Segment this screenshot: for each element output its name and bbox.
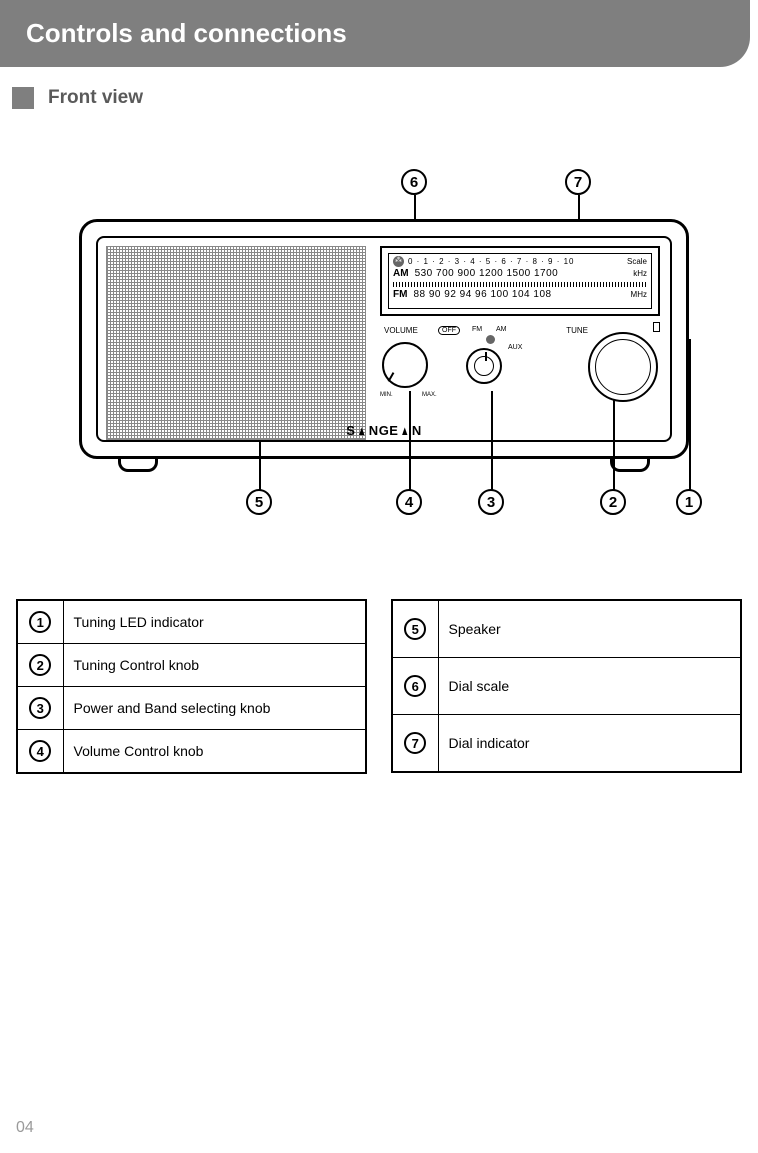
tune-label: TUNE — [566, 326, 588, 335]
am-unit: kHz — [633, 268, 647, 279]
table-row: 5 Speaker — [392, 600, 741, 658]
am-band-label: AM — [393, 267, 409, 281]
lead-4 — [409, 391, 411, 491]
band-selector-knob — [466, 348, 502, 384]
front-view-diagram: 6 7 ⁂ 0 · 1 · 2 · 3 · 4 · 5 · 6 · 7 · 8 … — [29, 179, 729, 549]
callout-6: 6 — [401, 169, 427, 195]
part-number: 2 — [29, 654, 51, 676]
off-label: OFF — [438, 326, 460, 335]
radio-body: ⁂ 0 · 1 · 2 · 3 · 4 · 5 · 6 · 7 · 8 · 9 … — [79, 219, 689, 459]
table-row: 3 Power and Band selecting knob — [17, 687, 366, 730]
table-row: 7 Dial indicator — [392, 715, 741, 773]
radio-foot-right — [610, 458, 650, 472]
lead-3 — [491, 391, 493, 491]
part-label: Dial indicator — [438, 715, 741, 773]
subtitle-square-icon — [12, 87, 34, 109]
table-row: 1 Tuning LED indicator — [17, 600, 366, 644]
table-row: 4 Volume Control knob — [17, 730, 366, 774]
page-number: 04 — [16, 1119, 34, 1137]
dial-tick-bar — [393, 282, 647, 287]
page-header: Controls and connections — [0, 0, 750, 67]
subtitle-row: Front view — [12, 87, 758, 109]
parts-table-left: 1 Tuning LED indicator 2 Tuning Control … — [16, 599, 367, 774]
fm-unit: MHz — [631, 289, 647, 300]
speaker-grille — [106, 246, 366, 440]
part-label: Dial scale — [438, 658, 741, 715]
part-label: Tuning LED indicator — [63, 600, 366, 644]
volume-min-label: MIN. — [380, 392, 393, 398]
callout-5: 5 — [246, 489, 272, 515]
fm-selector-label: FM — [472, 326, 482, 333]
radio-inner-panel: ⁂ 0 · 1 · 2 · 3 · 4 · 5 · 6 · 7 · 8 · 9 … — [96, 236, 672, 442]
page-title: Controls and connections — [26, 18, 347, 48]
bluetooth-selector-icon — [486, 335, 495, 344]
part-number: 7 — [404, 732, 426, 754]
aux-selector-label: AUX — [508, 344, 522, 351]
am-selector-label: AM — [496, 326, 507, 333]
part-number: 4 — [29, 740, 51, 762]
tuning-knob — [588, 332, 658, 402]
controls-row: VOLUME TUNE OFF FM AM AUX MIN. MAX. — [380, 326, 660, 432]
subtitle-text: Front view — [48, 87, 143, 109]
scale-numbers: 0 · 1 · 2 · 3 · 4 · 5 · 6 · 7 · 8 · 9 · … — [408, 257, 623, 267]
parts-table-right-col: 5 Speaker 6 Dial scale 7 Dial indicator — [391, 599, 742, 774]
callout-4: 4 — [396, 489, 422, 515]
dial-scale-inner: ⁂ 0 · 1 · 2 · 3 · 4 · 5 · 6 · 7 · 8 · 9 … — [388, 253, 652, 309]
part-label: Power and Band selecting knob — [63, 687, 366, 730]
volume-knob — [382, 342, 428, 388]
fm-values: 88 90 92 94 96 100 104 108 — [413, 288, 624, 302]
volume-max-label: MAX. — [422, 392, 437, 398]
fm-band-label: FM — [393, 288, 407, 302]
dial-scale-display: ⁂ 0 · 1 · 2 · 3 · 4 · 5 · 6 · 7 · 8 · 9 … — [380, 246, 660, 316]
lead-1 — [689, 339, 691, 491]
callout-3: 3 — [478, 489, 504, 515]
parts-tables: 1 Tuning LED indicator 2 Tuning Control … — [16, 599, 742, 774]
table-row: 6 Dial scale — [392, 658, 741, 715]
part-label: Volume Control knob — [63, 730, 366, 774]
part-number: 1 — [29, 611, 51, 633]
part-number: 5 — [404, 618, 426, 640]
am-values: 530 700 900 1200 1500 1700 — [415, 267, 628, 281]
callout-1: 1 — [676, 489, 702, 515]
part-number: 6 — [404, 675, 426, 697]
part-label: Speaker — [438, 600, 741, 658]
part-number: 3 — [29, 697, 51, 719]
radio-foot-left — [118, 458, 158, 472]
callout-2: 2 — [600, 489, 626, 515]
parts-table-right: 5 Speaker 6 Dial scale 7 Dial indicator — [391, 599, 742, 773]
lead-2 — [613, 399, 615, 491]
part-label: Tuning Control knob — [63, 644, 366, 687]
lead-5 — [259, 441, 261, 491]
parts-table-left-col: 1 Tuning LED indicator 2 Tuning Control … — [16, 599, 367, 774]
bluetooth-icon: ⁂ — [393, 256, 404, 267]
callout-7: 7 — [565, 169, 591, 195]
volume-label: VOLUME — [384, 326, 418, 335]
table-row: 2 Tuning Control knob — [17, 644, 366, 687]
tuning-led — [653, 322, 660, 332]
scale-label: Scale — [627, 257, 647, 267]
